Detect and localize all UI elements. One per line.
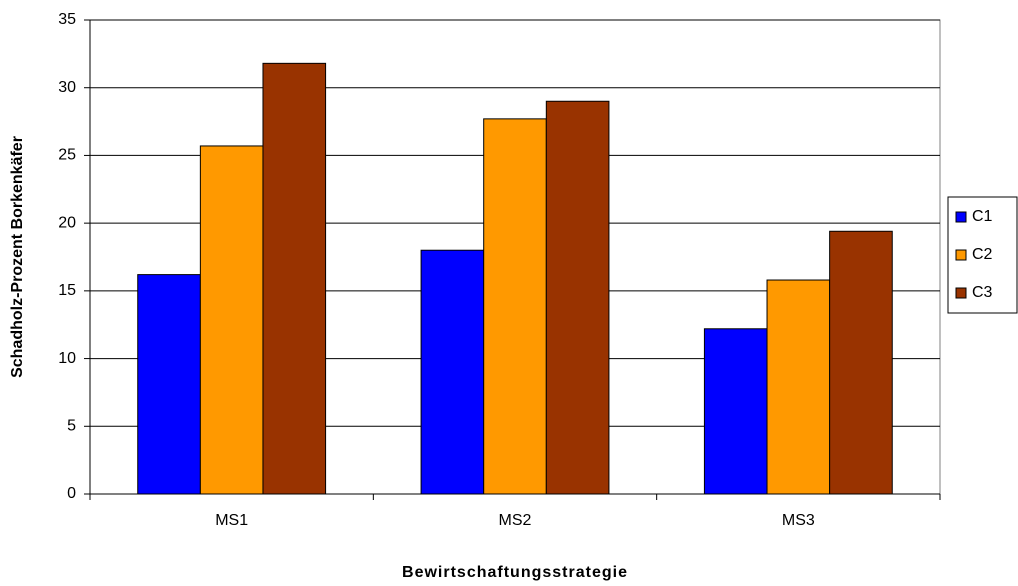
bar (766, 279, 831, 495)
bar (545, 100, 610, 495)
x-axis-title: Bewirtschaftungsstrategie (402, 564, 628, 581)
y-tick-label: 30 (58, 79, 76, 96)
y-tick-label: 20 (58, 214, 76, 231)
legend-label: C2 (972, 246, 993, 263)
bar (420, 249, 485, 495)
y-tick-label: 0 (67, 485, 76, 502)
bar (703, 328, 768, 495)
y-tick-label: 5 (67, 418, 76, 435)
y-tick-label: 25 (58, 147, 76, 164)
legend-swatch (955, 211, 967, 223)
legend-swatch (955, 287, 967, 299)
x-tick-label: MS2 (499, 512, 532, 529)
y-tick-label: 35 (58, 11, 76, 28)
bar (262, 62, 327, 495)
y-tick-label: 15 (58, 282, 76, 299)
bar (483, 118, 547, 495)
x-tick-label: MS1 (215, 512, 248, 529)
bar (137, 274, 201, 495)
x-tick-label: MS3 (782, 512, 815, 529)
y-tick-label: 10 (58, 350, 76, 367)
bar (199, 145, 264, 495)
legend-label: C1 (972, 208, 993, 225)
legend-label: C3 (972, 284, 993, 301)
bar (829, 230, 893, 495)
y-axis-title: Schadholz-Prozent Borkenkäfer (9, 136, 26, 378)
legend-swatch (955, 249, 967, 261)
